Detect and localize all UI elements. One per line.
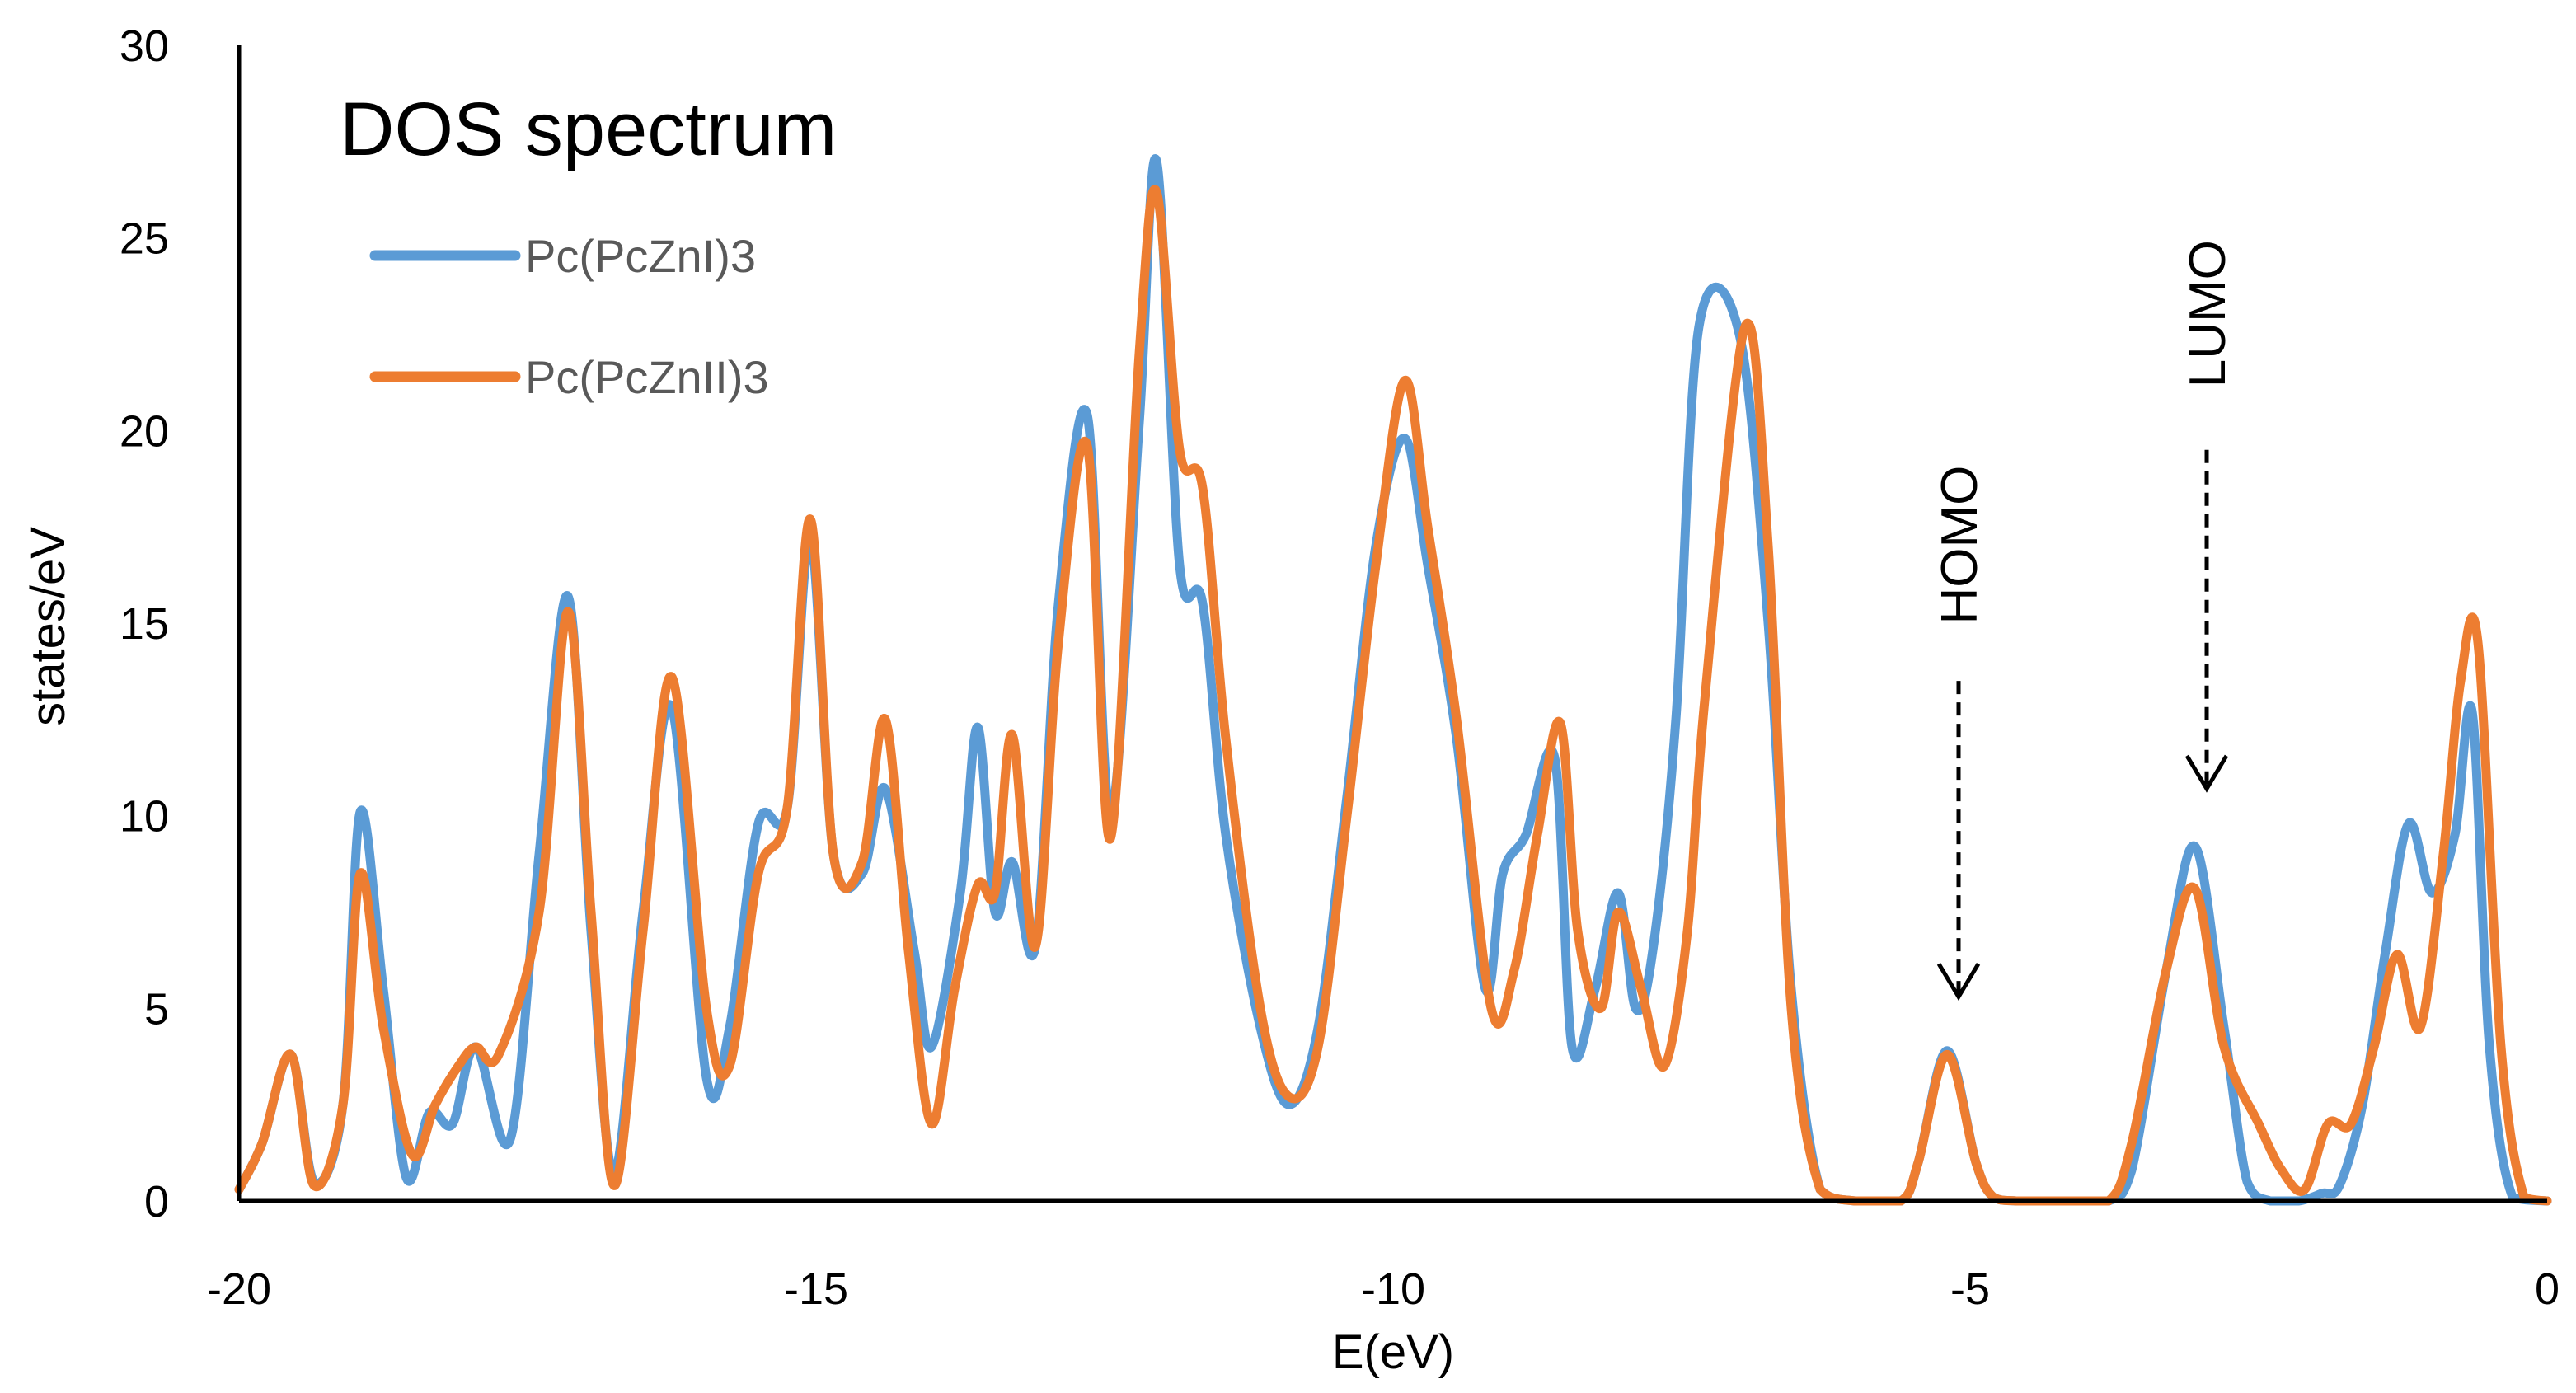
- y-tick-label: 20: [120, 406, 169, 456]
- legend-label-pc-pcznI-3: Pc(PcZnI)3: [525, 230, 756, 282]
- lumo-arrow-head: [2184, 754, 2229, 793]
- homo-arrow-head: [1936, 963, 1981, 1001]
- x-tick-label: -20: [207, 1264, 271, 1314]
- legend-label-pc-pcznII-3: Pc(PcZnII)3: [525, 351, 769, 403]
- y-tick-label: 15: [120, 599, 169, 649]
- y-tick-labels: 0 5 10 15 20 25 30: [120, 21, 169, 1226]
- series-line-pc-pcznII-3: [234, 185, 2552, 1206]
- series-layer: [234, 154, 2552, 1206]
- y-tick-label: 30: [120, 21, 169, 71]
- y-axis-title: states/eV: [21, 527, 75, 726]
- x-tick-label: -15: [784, 1264, 848, 1314]
- x-axis-title: E(eV): [1332, 1325, 1454, 1379]
- y-tick-label: 0: [144, 1177, 169, 1226]
- x-tick-labels: -20 -15 -10 -5 0: [207, 1264, 2560, 1314]
- lumo-label: LUMO: [2180, 240, 2236, 387]
- x-tick-label: -5: [1950, 1264, 1990, 1314]
- legend: Pc(PcZnI)3 Pc(PcZnII)3: [369, 230, 769, 403]
- x-tick-label: 0: [2535, 1264, 2560, 1314]
- homo-label: HOMO: [1931, 466, 1988, 625]
- y-tick-label: 10: [120, 792, 169, 842]
- x-tick-label: -10: [1361, 1264, 1425, 1314]
- y-tick-label: 5: [144, 984, 169, 1034]
- y-tick-label: 25: [120, 214, 169, 264]
- chart-title: DOS spectrum: [340, 87, 837, 171]
- annotations: HOMO LUMO: [1931, 240, 2236, 1001]
